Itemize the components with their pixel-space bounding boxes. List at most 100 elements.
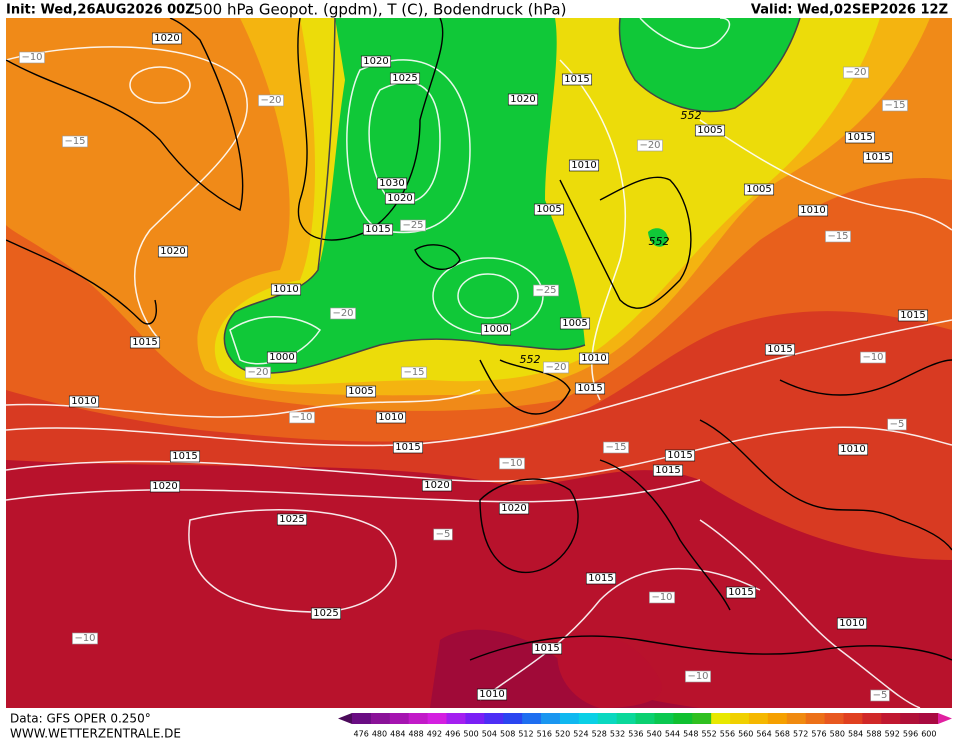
pressure-label-box xyxy=(421,479,453,492)
map-title: 500 hPa Geopot. (gpdm), T (C), Bodendruc… xyxy=(194,1,567,19)
colorbar-swatch xyxy=(881,713,901,724)
colorbar-swatch xyxy=(427,713,448,724)
temperature-label-box xyxy=(887,418,907,431)
pressure-label-box xyxy=(837,443,869,456)
colorbar-label: 492 xyxy=(427,730,442,739)
colorbar-swatch xyxy=(730,713,750,724)
pressure-label: 1010 xyxy=(479,689,504,700)
pressure-label-box xyxy=(725,586,757,599)
pressure-label: 1010 xyxy=(273,284,298,295)
height-label: 552 xyxy=(520,353,541,366)
colorbar-label: 584 xyxy=(848,730,863,739)
colorbar-swatch xyxy=(711,713,731,724)
pressure-label-box xyxy=(561,73,593,86)
pressure-label: 1005 xyxy=(562,318,587,329)
colorbar-swatch xyxy=(597,713,618,724)
pressure-label-box xyxy=(68,395,100,408)
pressure-label: 1010 xyxy=(840,444,865,455)
colorbar-label: 556 xyxy=(720,730,735,739)
pressure-label: 1015 xyxy=(667,450,692,461)
pressure-label: 1020 xyxy=(152,481,177,492)
pressure-label-box xyxy=(476,688,508,701)
data-source: Data: GFS OPER 0.250° xyxy=(10,712,151,726)
pressure-label-box xyxy=(578,352,610,365)
temperature-label: −15 xyxy=(884,100,905,111)
temperature-label-box xyxy=(499,457,525,470)
temperature-label: −20 xyxy=(260,95,281,106)
colorbar-swatch xyxy=(352,713,372,724)
pressure-label-box xyxy=(797,204,829,217)
pressure-label-box xyxy=(129,336,161,349)
colorbar-swatch xyxy=(692,713,712,724)
pressure-label-box xyxy=(375,411,407,424)
pressure-label: 1005 xyxy=(697,125,722,136)
colorbar-label: 520 xyxy=(555,730,570,739)
temperature-label: −10 xyxy=(687,671,708,682)
temperature-label-box xyxy=(649,591,675,604)
height-label: 552 xyxy=(649,235,670,248)
pressure-label-box xyxy=(362,223,394,236)
colorbar-swatch xyxy=(578,713,599,724)
pressure-label: 1015 xyxy=(172,451,197,462)
pressure-label: 1010 xyxy=(800,205,825,216)
pressure-label-box xyxy=(568,159,600,172)
colorbar-swatch xyxy=(919,713,939,724)
colorbar-label: 572 xyxy=(793,730,808,739)
pressure-label-box xyxy=(652,464,684,477)
temperature-label-box xyxy=(870,689,890,702)
temperature-label-box xyxy=(533,284,559,297)
temperature-label: −5 xyxy=(436,529,451,540)
pressure-label-box xyxy=(360,55,392,68)
colorbar-label: 524 xyxy=(573,730,588,739)
pressure-label-box xyxy=(743,183,775,196)
pressure-label: 1015 xyxy=(132,337,157,348)
colorbar-label: 592 xyxy=(885,730,900,739)
colorbar-swatch xyxy=(446,713,466,724)
pressure-label: 1015 xyxy=(728,587,753,598)
colorbar: 476 480 484 488 492 496 500 504 508 512 516 520 524 5… xyxy=(338,713,952,739)
pressure-label-box xyxy=(574,382,606,395)
pressure-label-box xyxy=(157,245,189,258)
temperature-label: −15 xyxy=(605,442,626,453)
pressure-label: 1030 xyxy=(379,178,404,189)
colorbar-label: 516 xyxy=(537,730,552,739)
pressure-label: 1020 xyxy=(387,193,412,204)
colorbar-label: 548 xyxy=(683,730,698,739)
colorbar-label: 560 xyxy=(738,730,753,739)
pressure-label-box xyxy=(376,177,408,190)
pressure-label: 1020 xyxy=(363,56,388,67)
colorbar-label: 532 xyxy=(610,730,625,739)
temperature-label: −20 xyxy=(639,140,660,151)
temperature-label: −15 xyxy=(64,136,85,147)
pressure-label: 1020 xyxy=(510,94,535,105)
colorbar-swatch xyxy=(616,713,637,724)
colorbar-label: 588 xyxy=(866,730,881,739)
map-field xyxy=(6,18,952,708)
colorbar-label: 496 xyxy=(445,730,460,739)
temperature-label-box xyxy=(19,51,45,64)
pressure-label-box xyxy=(694,124,726,137)
temperature-label: −25 xyxy=(402,220,423,231)
colorbar-swatch xyxy=(862,713,882,724)
pressure-label: 1015 xyxy=(534,643,559,654)
temperature-label-box xyxy=(637,139,663,152)
colorbar-label: 544 xyxy=(665,730,680,739)
colorbar-label: 596 xyxy=(903,730,918,739)
temperature-label: −25 xyxy=(535,285,556,296)
colorbar-swatch xyxy=(900,713,920,724)
pressure-label-box xyxy=(270,283,302,296)
pressure-label-box xyxy=(310,607,342,620)
colorbar-label: 576 xyxy=(811,730,826,739)
pressure-label-box xyxy=(389,72,421,85)
pressure-label: 1015 xyxy=(655,465,680,476)
pressure-label: 1025 xyxy=(392,73,417,84)
temperature-label-box xyxy=(882,99,908,112)
colorbar-label: 476 xyxy=(354,730,369,739)
pressure-label: 1000 xyxy=(269,352,294,363)
height-label: 552 xyxy=(681,109,702,122)
pressure-label: 1010 xyxy=(581,353,606,364)
pressure-label-box xyxy=(345,385,377,398)
pressure-label: 1015 xyxy=(865,152,890,163)
colorbar-arrow xyxy=(338,713,352,724)
